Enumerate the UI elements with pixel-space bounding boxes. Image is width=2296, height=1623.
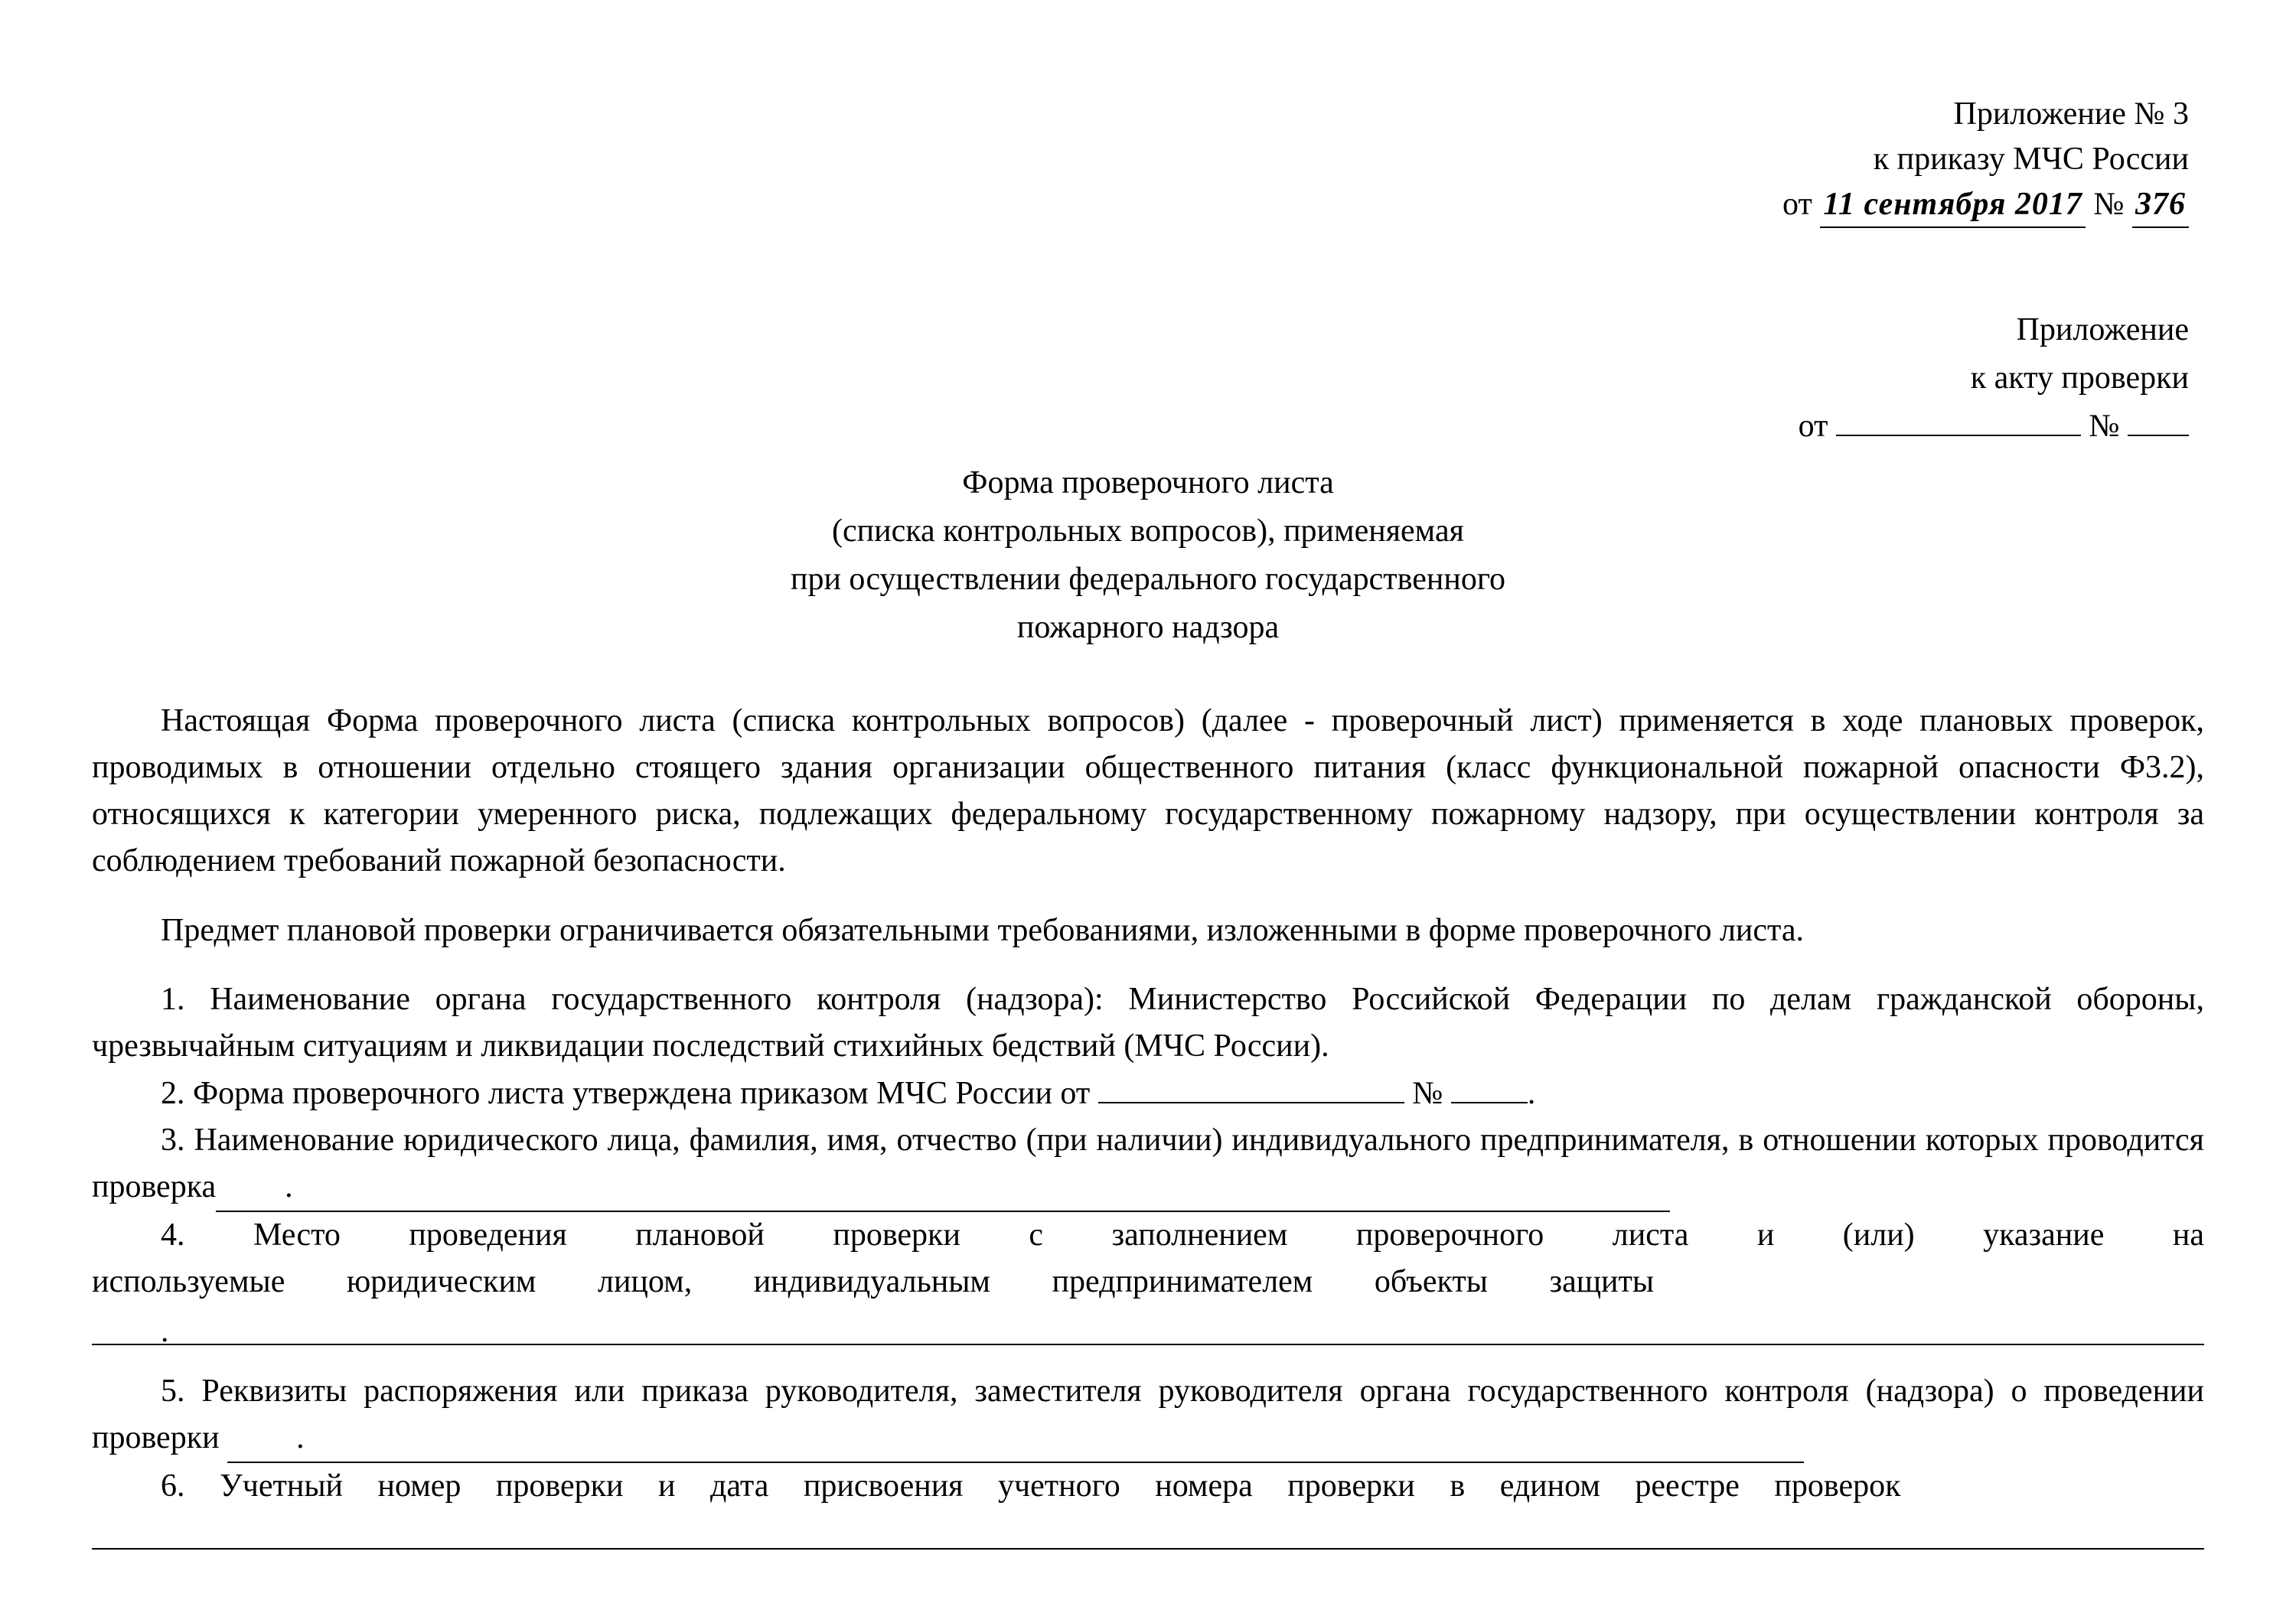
attachment-number: Приложение № 3: [1782, 92, 2189, 137]
document-body: Настоящая Форма проверочного листа (спис…: [92, 698, 2204, 1550]
num-symbol: №: [2093, 187, 2124, 222]
item-4-text: 4. Место проведения плановой проверки с …: [92, 1217, 2204, 1299]
to-order-line: к приказу МЧС России: [1782, 137, 2189, 182]
from-label: от: [1782, 187, 1812, 222]
item-5: 5. Реквизиты распоряжения или приказа ру…: [92, 1368, 2204, 1463]
act-date-line: от №: [1799, 402, 2189, 451]
title-line-4: пожарного надзора: [92, 604, 2204, 652]
intro-paragraph: Настоящая Форма проверочного листа (спис…: [92, 698, 2204, 885]
order-attachment-header: Приложение № 3 к приказу МЧС России от 1…: [1782, 92, 2189, 228]
blank-date-field[interactable]: [1836, 402, 2081, 436]
item-3: 3. Наименование юридического лица, фамил…: [92, 1117, 2204, 1212]
blank-number-field[interactable]: [2128, 402, 2189, 436]
handwritten-number: 376: [2132, 182, 2189, 229]
item-1: 1. Наименование органа государственного …: [92, 976, 2204, 1070]
item-2-date-field[interactable]: [1098, 1070, 1404, 1103]
item-6: 6. Учетный номер проверки и дата присвое…: [92, 1463, 2204, 1550]
item-3-field[interactable]: [216, 1164, 1670, 1212]
document-title: Форма проверочного листа (списка контрол…: [92, 459, 2204, 652]
act-attachment-header: Приложение к акту проверки от №: [1799, 306, 2189, 451]
item-4: 4. Место проведения плановой проверки с …: [92, 1212, 2204, 1345]
item-2-dot: .: [1528, 1076, 1536, 1111]
handwritten-date: 11 сентября 2017: [1820, 182, 2086, 229]
attachment-label: Приложение: [1799, 306, 2189, 354]
item-2-text: 2. Форма проверочного листа утверждена п…: [161, 1076, 1098, 1111]
order-date-line: от 11 сентября 2017 № 376: [1782, 182, 2189, 229]
num-symbol: №: [2089, 409, 2119, 444]
item-2-num-label: №: [1404, 1076, 1451, 1111]
to-act-line: к акту проверки: [1799, 354, 2189, 402]
item-5-field[interactable]: [227, 1415, 1804, 1463]
item-6-text: 6. Учетный номер проверки и дата присвое…: [161, 1468, 1901, 1504]
title-line-1: Форма проверочного листа: [92, 459, 2204, 507]
from-label: от: [1799, 409, 1828, 444]
item-2-num-field[interactable]: [1451, 1070, 1528, 1103]
item-4-field[interactable]: [92, 1309, 2204, 1345]
item-6-field[interactable]: [92, 1513, 2204, 1550]
subject-paragraph: Предмет плановой проверки ограничивается…: [92, 908, 2204, 954]
item-2: 2. Форма проверочного листа утверждена п…: [92, 1070, 2204, 1117]
title-line-3: при осуществлении федерального государст…: [92, 556, 2204, 604]
title-line-2: (списка контрольных вопросов), применяем…: [92, 507, 2204, 556]
